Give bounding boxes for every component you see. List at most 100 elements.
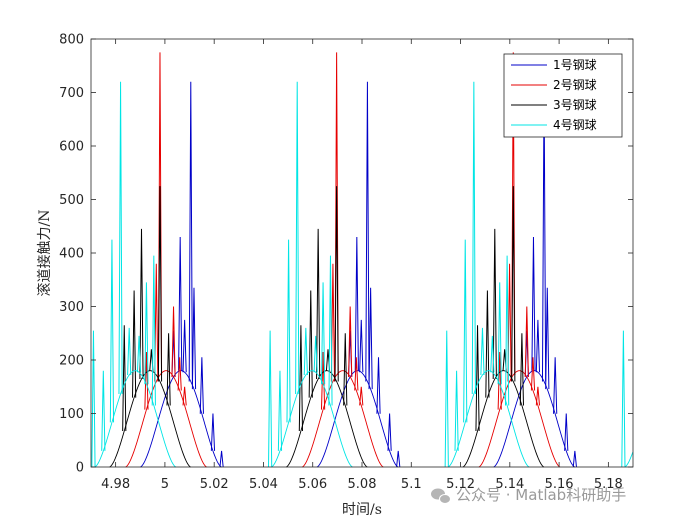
series-4-spike <box>286 239 291 423</box>
series-4-spike <box>303 327 308 376</box>
series-1-spike <box>188 81 193 382</box>
series-1-spike <box>359 319 364 373</box>
series-4-spike <box>268 330 273 468</box>
series-2-spike <box>524 306 529 377</box>
series-4-spike <box>621 330 626 468</box>
series-1-spike <box>219 450 224 468</box>
legend-box <box>503 53 623 138</box>
series-2-spike <box>359 386 364 406</box>
series-1-spike <box>210 413 216 451</box>
series-2-spike <box>354 357 359 391</box>
series-4-spike <box>490 335 495 373</box>
series-1-spike <box>199 357 204 414</box>
series-1-spike <box>564 413 569 451</box>
legend-label-1: 1号钢球 <box>553 58 597 72</box>
series-4-spike <box>471 81 476 394</box>
watermark: 公众号 · Matlab科研助手 <box>431 486 626 504</box>
series-3-spike <box>519 333 524 406</box>
series-3-spike <box>511 186 516 382</box>
series-4-spike <box>454 370 459 451</box>
y-tick-label: 0 <box>76 461 84 476</box>
series-4-hump <box>271 370 353 468</box>
x-tick-label: 5.16 <box>545 477 574 492</box>
series-4-spike <box>313 335 318 373</box>
series-3-spike <box>343 333 348 406</box>
x-tick-label: 5.02 <box>200 477 229 492</box>
y-tick-label: 500 <box>59 193 84 208</box>
series-4-spike <box>463 239 468 423</box>
series-2-spike <box>177 357 182 391</box>
series-4-hump <box>94 370 177 468</box>
legend: 1号钢球 2号钢球 3号钢球 4号钢球 <box>503 53 623 138</box>
series-1-spike <box>182 319 187 373</box>
series-4-spike <box>505 255 510 406</box>
series-1-spike <box>368 287 373 390</box>
series-3-spike <box>157 186 163 382</box>
series-4 <box>91 81 634 468</box>
x-tick-label: 5.18 <box>594 477 623 492</box>
series-4-spike <box>144 282 149 385</box>
legend-label-2: 2号钢球 <box>553 78 597 92</box>
y-tick-label: 400 <box>59 247 84 262</box>
y-tick-label: 700 <box>59 86 84 101</box>
y-tick-label: 300 <box>59 300 84 315</box>
series-layer <box>91 52 634 468</box>
series-3-spike <box>122 325 127 432</box>
series-1-hump <box>316 370 399 468</box>
y-axis: 0 100 200 300 400 500 600 700 800 <box>59 33 633 476</box>
series-1-spike <box>191 287 197 390</box>
x-tick-label: 5.06 <box>298 477 327 492</box>
series-4-spike <box>328 255 333 406</box>
series-1-spike <box>535 319 540 373</box>
x-tick-label: 5 <box>161 477 169 492</box>
series-3-spike <box>334 186 339 382</box>
series-3-spike <box>166 333 171 406</box>
series-3-spike <box>475 325 480 432</box>
series-4-spike <box>91 330 96 468</box>
series-1-spike <box>178 236 183 371</box>
series-4-spike <box>295 81 300 394</box>
series-2-spike <box>182 386 187 406</box>
series-1-hump <box>140 370 222 468</box>
series-4-spike <box>497 282 502 385</box>
series-2-spike <box>171 306 176 377</box>
series-4-spike <box>320 282 326 385</box>
series-2-spike <box>320 351 326 410</box>
series-3-spike <box>298 325 303 432</box>
legend-label-4: 4号钢球 <box>553 118 597 132</box>
y-tick-label: 200 <box>59 354 84 369</box>
series-1-spike <box>531 236 536 371</box>
series-4-spike <box>480 327 485 376</box>
series-1 <box>140 81 577 468</box>
series-2-spike <box>144 351 149 410</box>
x-tick-label: 4.98 <box>101 477 130 492</box>
x-tick-label: 5.04 <box>249 477 278 492</box>
series-1-spike <box>545 287 550 390</box>
series-3 <box>109 186 545 468</box>
series-1-hump <box>493 370 576 468</box>
legend-label-3: 3号钢球 <box>553 98 597 112</box>
series-4-spike <box>109 239 115 423</box>
series-3-spike <box>139 228 144 380</box>
series-1-spike <box>572 450 577 468</box>
series-2-hump <box>301 370 384 468</box>
series-1-spike <box>365 81 370 382</box>
series-2-spike <box>348 306 353 377</box>
x-axis: 4.98 5 5.02 5.04 5.06 5.08 5.1 5.12 5.14 5.16 5.18 <box>101 39 623 492</box>
series-3-spike <box>316 228 321 380</box>
series-4-spike <box>444 330 449 468</box>
series-4-spike <box>277 370 283 451</box>
series-4-hump <box>447 370 530 468</box>
series-1-spike <box>387 413 392 451</box>
series-3-spike <box>485 290 490 398</box>
x-tick-label: 5.14 <box>495 477 524 492</box>
series-4-spike <box>136 335 142 373</box>
series-2-spike <box>535 386 540 406</box>
x-tick-label: 5.08 <box>348 477 377 492</box>
series-4-spike <box>118 81 123 394</box>
series-1-spike <box>354 236 359 371</box>
series-2 <box>125 52 561 468</box>
series-1-spike <box>396 450 401 468</box>
wechat-icon <box>431 488 451 504</box>
